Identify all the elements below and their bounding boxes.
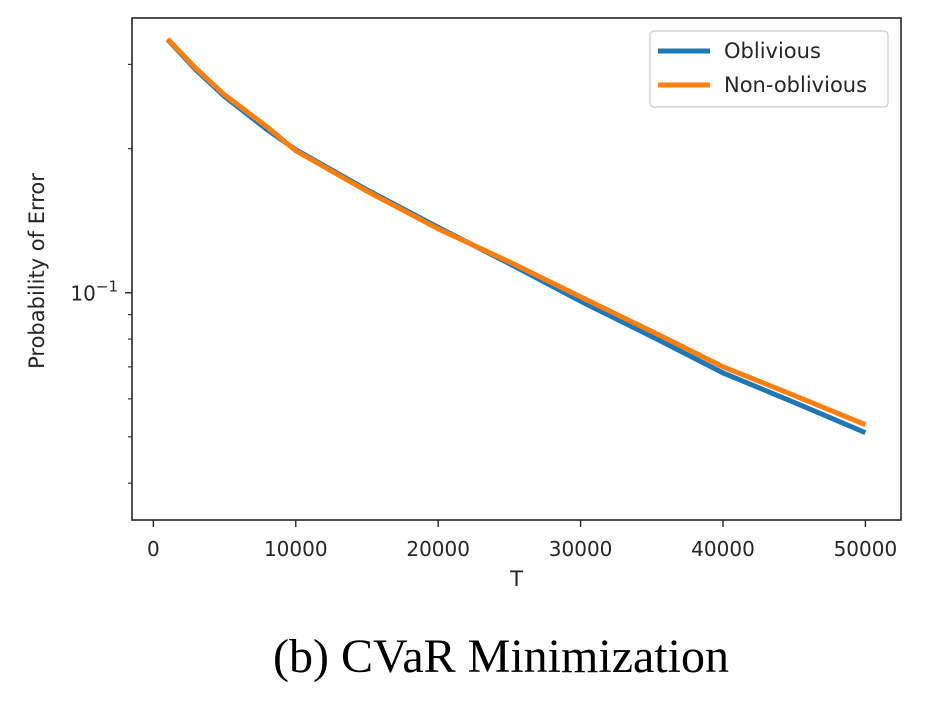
plot-area: 0 10000 20000 30000 40000 50000 10−1 [70, 17, 902, 561]
x-tick-label: 30000 [549, 537, 613, 561]
x-axis-ticks: 0 10000 20000 30000 40000 50000 [147, 520, 897, 561]
plot-frame [131, 17, 902, 521]
x-tick-label: 0 [147, 537, 160, 561]
y-axis-ticks: 10−1 [70, 63, 132, 484]
x-tick-label: 40000 [691, 537, 755, 561]
y-axis-label: Probability of Error [25, 173, 49, 369]
x-axis-label: T [509, 567, 523, 591]
y-tick-label: 10−1 [70, 278, 118, 306]
figure-caption: (b) CVaR Minimization [273, 630, 729, 683]
series-line-non-oblivious [165, 37, 867, 428]
legend-label-non-oblivious: Non-oblivious [724, 73, 867, 97]
legend: Oblivious Non-oblivious [649, 30, 889, 108]
series-lines [165, 37, 867, 436]
x-tick-label: 20000 [406, 537, 470, 561]
x-tick-label: 50000 [834, 537, 898, 561]
x-tick-label: 10000 [264, 537, 328, 561]
legend-label-oblivious: Oblivious [724, 39, 821, 63]
